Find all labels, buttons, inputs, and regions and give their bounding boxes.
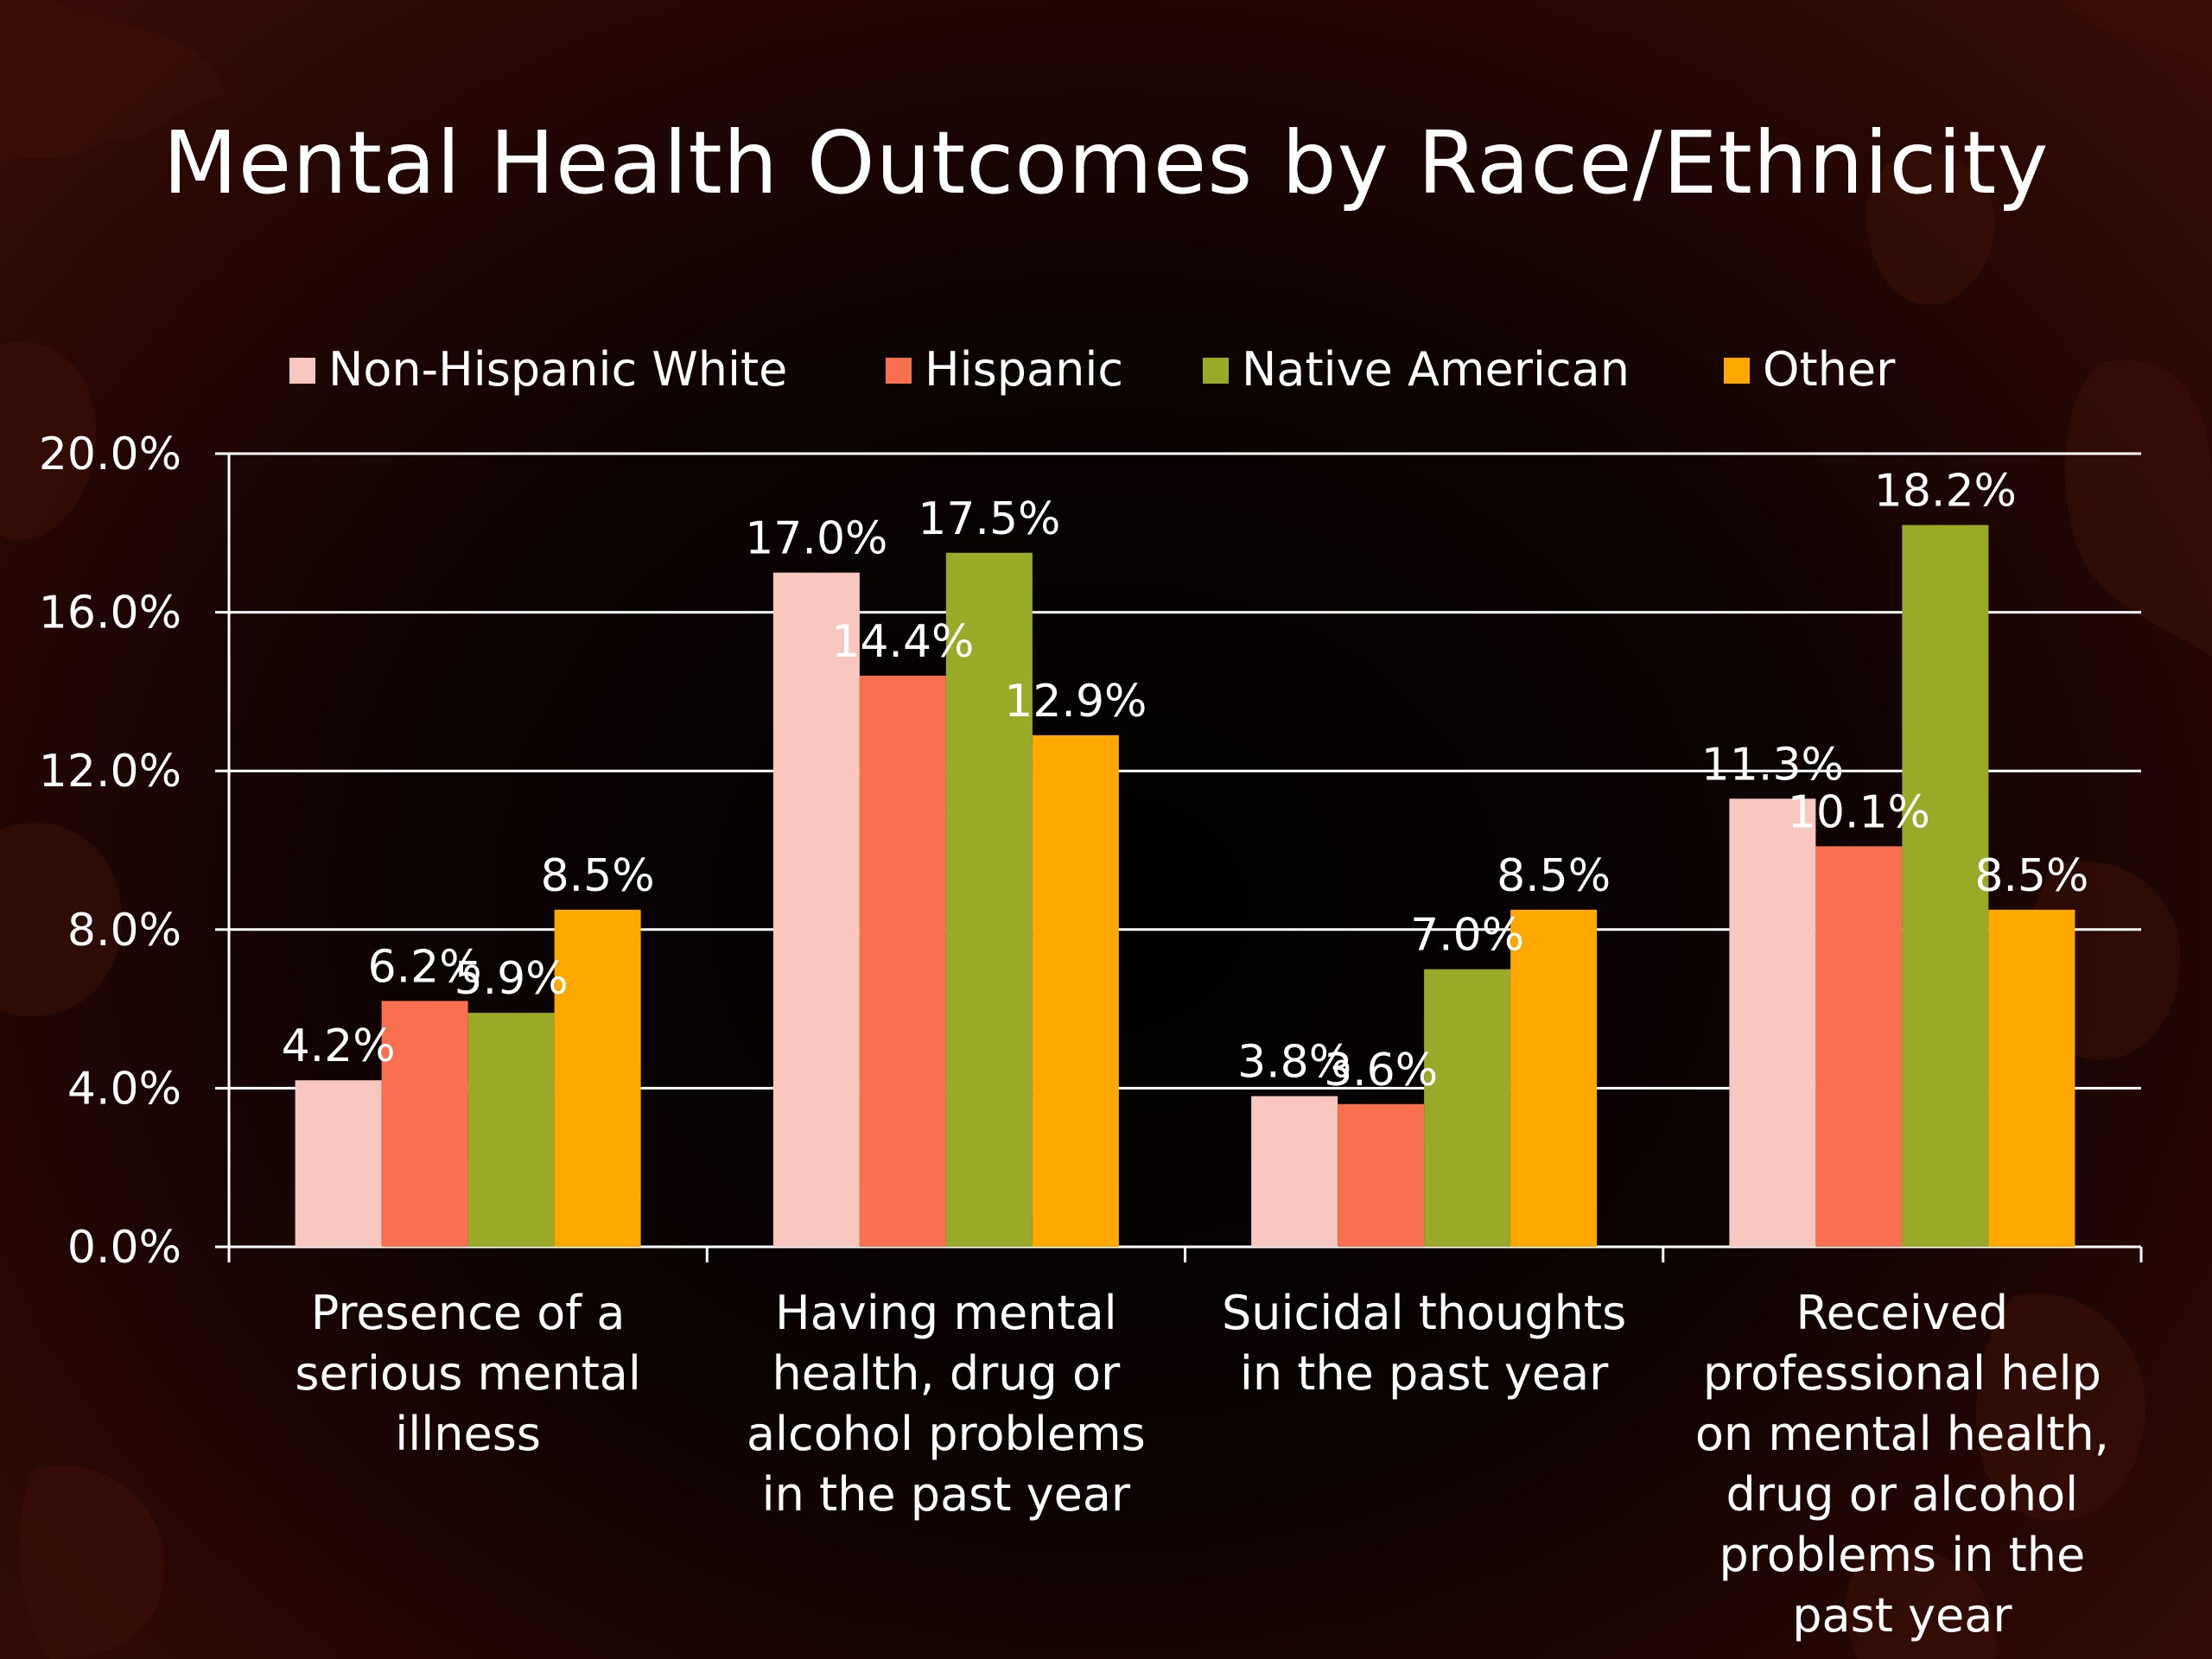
legend-swatch [289,358,315,384]
leaf-decoration [1976,1293,2146,1521]
data-label: 14.4% [831,616,974,668]
bar [295,1080,382,1247]
x-category-label: in the past year [1240,1346,1609,1401]
leaf-decoration [1866,152,1995,305]
bar [554,909,641,1247]
data-label: 7.0% [1410,910,1524,962]
y-tick-label: 0.0% [67,1222,181,1274]
x-category-label: on mental health, [1695,1407,2109,1461]
x-category-label: professional help [1703,1346,2101,1401]
bar [945,552,1033,1247]
legend-label: Native American [1242,342,1630,397]
x-category-label: Received [1796,1286,2009,1340]
bar [467,1013,555,1247]
leaf-decoration [1846,1548,1997,1659]
data-label: 10.1% [1788,786,1930,838]
data-label: 6.2% [368,941,482,993]
data-label: 17.5% [918,493,1060,545]
bar [1988,909,2075,1247]
bars [295,524,2075,1247]
bar [1338,1103,1425,1247]
legend-swatch [1203,358,1229,384]
bar [1815,846,1903,1247]
y-tick-label: 8.0% [67,905,181,957]
y-tick-label: 20.0% [39,429,181,480]
x-category-label: drug or alcohol [1726,1467,2079,1522]
y-tick-label: 12.0% [39,746,181,798]
legend-swatch [886,358,912,384]
data-label: 8.5% [1497,850,1611,902]
data-label: 8.5% [1974,850,2088,902]
data-label: 11.3% [1701,739,1844,791]
legend: Non-Hispanic White Hispanic Native America… [289,342,1896,397]
x-category-label: problems in the [1719,1528,2086,1582]
bar [772,572,860,1247]
leaf-decoration [0,823,122,1016]
leaf-decoration [0,0,225,164]
leaf-decoration [19,1465,165,1659]
x-category-label: alcohol problems [747,1407,1146,1461]
data-label: 12.9% [1004,676,1147,728]
legend-label: Other [1763,342,1896,397]
y-tick-labels: 0.0% 4.0% 8.0% 12.0% 16.0% 20.0% [39,429,181,1274]
bar [1510,909,1598,1247]
x-category-label: Presence of a [311,1286,626,1340]
x-category-label: Having mental [775,1286,1117,1340]
legend-label: Hispanic [925,342,1123,397]
x-category-label: Suicidal thoughts [1222,1286,1626,1340]
x-category-label: in the past year [762,1467,1131,1522]
data-label: 18.2% [1874,466,2017,518]
bar [1251,1096,1338,1247]
data-label: 8.5% [541,850,655,902]
y-tick-label: 16.0% [39,588,181,639]
slide-title: Mental Health Outcomes by Race/Ethnicity [162,112,2050,213]
x-category-label: past year [1792,1588,2012,1643]
legend-label: Non-Hispanic White [328,342,787,397]
bar [1902,524,1989,1247]
leaf-decoration [2065,359,2212,657]
leaf-decoration [0,341,97,541]
data-label: 5.9% [454,953,569,1005]
data-label: 3.8% [1237,1037,1351,1089]
data-label: 4.2% [282,1020,396,1072]
bar [381,1001,468,1247]
x-category-label: illness [395,1407,541,1461]
bar [859,676,946,1247]
x-category-label: health, drug or [772,1346,1121,1401]
x-category-label: serious mental [295,1346,640,1401]
bar [1032,734,1119,1247]
data-labels: 4.2% 6.2%5.9% 8.5% 17.0% 14.4% 17.5% 12.9% 3.8%… [282,466,2089,1096]
legend-swatch [1724,358,1750,384]
x-category-labels: Presence of a serious mental illness Having… [295,1286,2108,1643]
data-label: 3.6% [1324,1045,1438,1096]
y-tick-label: 4.0% [67,1063,181,1115]
leaf-decoration [2065,0,2212,78]
bar [1424,969,1511,1247]
bar [1729,798,1816,1247]
data-label: 17.0% [745,513,887,565]
